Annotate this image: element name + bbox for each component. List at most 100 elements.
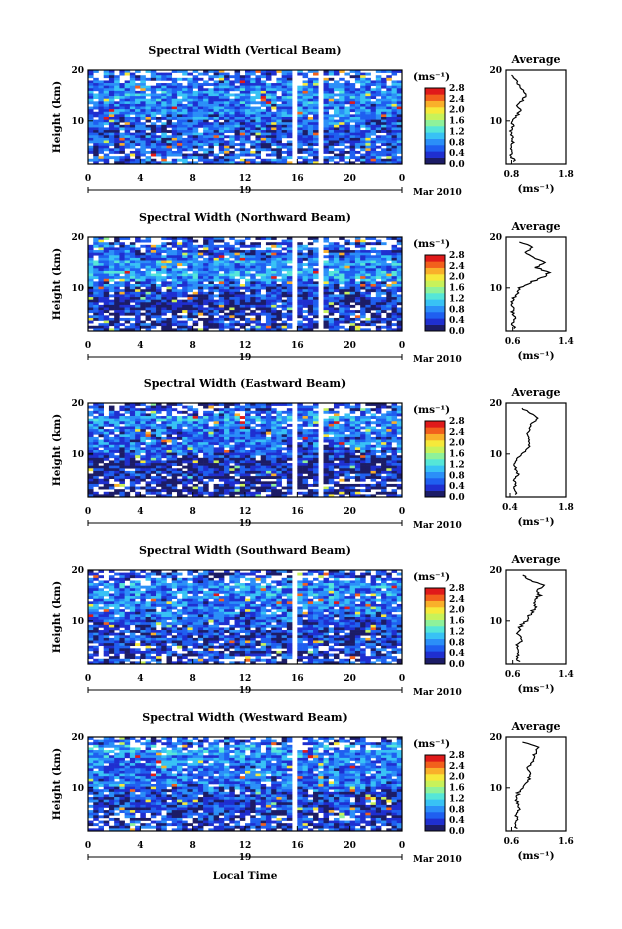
heatmap-cell (124, 158, 131, 162)
heatmap-cell (302, 268, 309, 272)
heatmap-cell (166, 237, 173, 240)
heatmap-cell (260, 117, 267, 120)
heatmap-cell (313, 444, 319, 448)
heatmap-cell (93, 284, 99, 287)
heatmap-cell (245, 270, 251, 274)
heatmap-cell (176, 307, 183, 311)
heatmap-cell (396, 284, 403, 287)
heatmap-cell (360, 93, 366, 97)
heatmap-cell (145, 244, 152, 248)
heatmap-cell (396, 317, 403, 321)
heatmap-cell (135, 460, 141, 464)
heatmap-cell (182, 96, 188, 100)
heatmap-cell (119, 431, 125, 435)
heatmap-cell (245, 465, 251, 469)
heatmap-cell (276, 413, 282, 417)
heatmap-cell (265, 114, 272, 118)
heatmap-cell (114, 426, 120, 430)
heatmap-cell (323, 124, 330, 128)
heatmap-cell (176, 315, 183, 319)
heatmap-cell (354, 265, 361, 269)
heatmap-cell (108, 323, 115, 327)
heatmap-cell (93, 418, 99, 422)
heatmap-cell (234, 312, 241, 316)
heatmap-cell (234, 250, 241, 253)
heatmap-cell (265, 119, 272, 123)
heatmap-cell (161, 124, 167, 128)
heatmap-cell (129, 416, 136, 419)
heatmap-cell (119, 328, 125, 332)
heatmap-cell (276, 114, 282, 118)
heatmap-cell (98, 119, 104, 123)
heatmap-cell (349, 431, 356, 435)
heatmap-cell (208, 426, 214, 430)
heatmap-cell (260, 111, 267, 115)
heatmap-cell (239, 270, 246, 274)
heatmap-cell (119, 106, 125, 110)
heatmap-cell (129, 242, 136, 246)
heatmap-cell (339, 307, 345, 311)
heatmap-cell (323, 431, 330, 435)
heatmap-cell (255, 410, 261, 414)
heatmap-cell (140, 117, 146, 120)
heatmap-cell (218, 255, 225, 259)
heatmap-cell (391, 257, 398, 261)
heatmap-cell (354, 294, 361, 298)
heatmap-cell (391, 418, 398, 422)
heatmap-cell (197, 250, 204, 253)
heatmap-cell (234, 278, 241, 282)
heatmap-cell (307, 460, 314, 464)
heatmap-cell (93, 431, 99, 435)
heatmap-cell (260, 145, 267, 149)
heatmap-cell (156, 429, 162, 433)
heatmap-cell (176, 150, 183, 154)
heatmap-cell (145, 299, 152, 303)
heatmap-cell (271, 88, 277, 92)
heatmap-cell (187, 93, 193, 97)
heatmap-cell (286, 317, 293, 321)
heatmap-cell (323, 265, 330, 269)
heatmap-cell (203, 158, 209, 162)
heatmap-cell (124, 70, 131, 73)
heatmap-cell (93, 114, 99, 118)
heatmap-cell (276, 122, 282, 126)
heatmap-cell (297, 143, 303, 147)
heatmap-cell (182, 148, 188, 152)
heatmap-cell (145, 286, 152, 290)
heatmap-cell (176, 237, 183, 240)
heatmap-cell (197, 90, 204, 94)
heatmap-cell (88, 158, 94, 162)
heatmap-cell (203, 439, 209, 443)
heatmap-cell (260, 302, 267, 306)
heatmap-cell (187, 114, 193, 118)
heatmap-cell (360, 281, 366, 285)
heatmap-cell (176, 421, 183, 425)
heatmap-cell (171, 96, 178, 100)
heatmap-cell (176, 291, 183, 295)
heatmap-cell (182, 127, 188, 131)
heatmap-cell (307, 312, 314, 316)
heatmap-cell (286, 250, 293, 253)
heatmap-cell (344, 315, 350, 319)
heatmap-cell (239, 117, 246, 120)
heatmap-cell (176, 260, 183, 264)
heatmap-cell (140, 130, 146, 133)
heatmap-cell (234, 452, 241, 456)
heatmap-cell (365, 109, 371, 113)
heatmap-cell (161, 416, 167, 419)
heatmap-cell (203, 403, 209, 406)
heatmap-cell (213, 127, 220, 131)
heatmap-cell (276, 135, 282, 139)
heatmap-cell (381, 137, 387, 141)
heatmap-cell (297, 310, 303, 314)
heatmap-cell (98, 423, 104, 427)
heatmap-cell (98, 244, 104, 248)
heatmap-cell (192, 75, 199, 79)
heatmap-cell (114, 260, 120, 264)
heatmap-cell (250, 439, 256, 443)
heatmap-cell (124, 117, 131, 120)
heatmap-cell (360, 153, 366, 157)
heatmap-cell (386, 312, 392, 316)
heatmap-cell (140, 421, 146, 425)
heatmap-cell (229, 80, 235, 84)
